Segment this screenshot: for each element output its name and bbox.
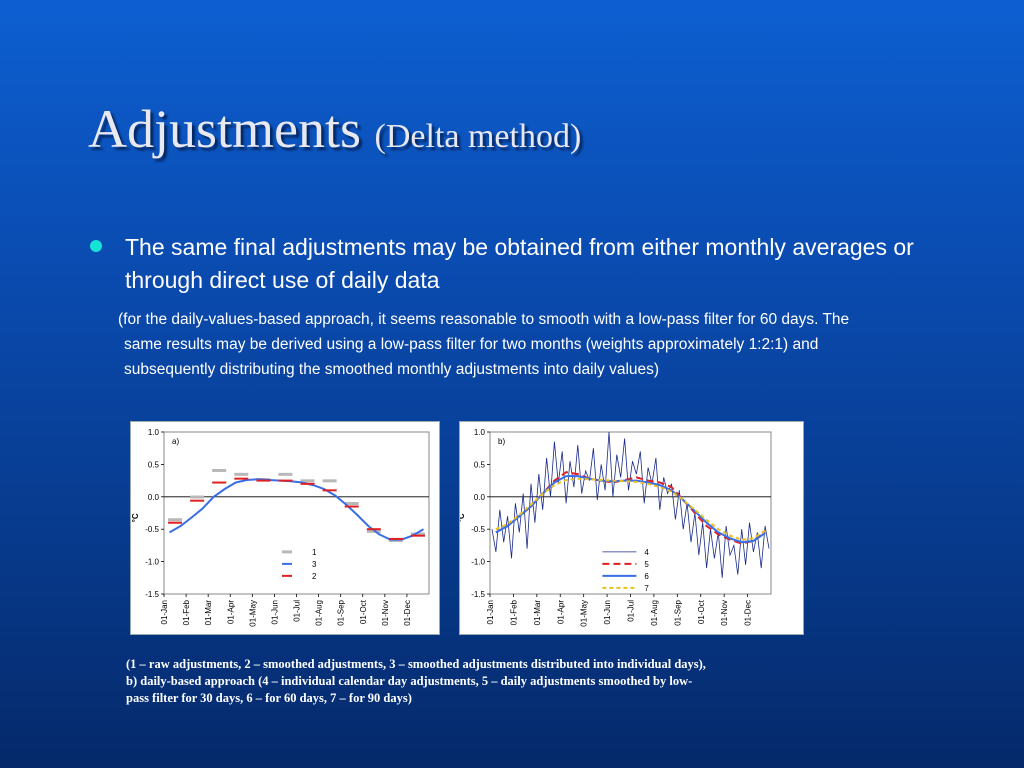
chart-a-series-3-line — [169, 478, 425, 541]
chart-b-ytick-label: 0.5 — [474, 460, 486, 469]
chart-b-xtick-label: 01-Jan — [486, 600, 495, 624]
chart-a-xtick-label: 01-Jun — [270, 600, 279, 624]
slide-title: Adjustments (Delta method) — [88, 98, 581, 160]
chart-a-xtick-label: 01-Jul — [293, 600, 302, 622]
chart-b-xtick-label: 01-Mar — [533, 600, 542, 626]
chart-a-ytick-label: 0.0 — [148, 493, 160, 502]
note-line-1: (for the daily-values-based approach, it… — [118, 311, 850, 328]
chart-a-xtick-label: 01-Oct — [359, 599, 368, 624]
bullet-text: The same final adjustments may be obtain… — [125, 234, 914, 293]
chart-a-xtick-label: 01-Nov — [381, 600, 390, 626]
chart-panel-a: 1.0 0.5 0.0 -0.5 -1.0 -1.5 01-Jan 01-Feb 01-Mar 0… — [130, 421, 440, 635]
chart-b-xtick-label: 01-Nov — [720, 600, 729, 626]
figure-caption: (1 – raw adjustments, 2 – smoothed adjus… — [126, 657, 706, 705]
chart-b-legend-label-5: 5 — [644, 560, 649, 569]
chart-b-xtick-label: 01-Apr — [556, 600, 565, 624]
chart-b-series-4-line — [491, 431, 770, 578]
chart-a-xtick-label: 01-May — [248, 600, 257, 627]
chart-b-xtick-label: 01-Feb — [509, 599, 518, 625]
chart-a-ytick-label: 1.0 — [148, 428, 160, 437]
chart-b-ytick-label: 0.0 — [474, 493, 486, 502]
chart-a-ytick-label: -1.5 — [145, 590, 159, 599]
chart-a-xtick-label: 01-Dec — [403, 600, 412, 626]
chart-panel-b: 1.0 0.5 0.0 -0.5 -1.0 -1.5 01-Jan 01-Feb 01-Mar 0… — [459, 421, 804, 635]
chart-a-legend-label-1: 1 — [312, 548, 317, 557]
chart-b-series-7-line — [495, 477, 766, 541]
chart-a-ytick-label: -1.0 — [145, 558, 159, 567]
chart-a-ytick-label: -0.5 — [145, 525, 159, 534]
chart-a-xtick-label: 01-Aug — [315, 600, 324, 626]
chart-a-svg: 1.0 0.5 0.0 -0.5 -1.0 -1.501-Jan 01-Feb 01-Mar 0… — [131, 428, 430, 627]
chart-b-xtick-label: 01-Dec — [744, 600, 753, 626]
bullet-dot-icon — [90, 240, 102, 252]
chart-b-xtick-label: 01-Jul — [627, 600, 636, 622]
chart-b-xtick-label: 01-Aug — [650, 600, 659, 626]
chart-a-xtick-label: 01-Jan — [160, 600, 169, 624]
chart-b-ytick-label: -1.0 — [471, 558, 485, 567]
chart-b-ytick-label: 1.0 — [474, 428, 486, 437]
chart-b-ytick-label: -0.5 — [471, 525, 485, 534]
note-line-2: same results may be derived using a low-… — [124, 336, 819, 353]
note-line-3: subsequently distributing the smoothed m… — [124, 361, 660, 378]
chart-a-ylabel: °C — [131, 513, 140, 522]
chart-b-legend-label-4: 4 — [644, 548, 649, 557]
chart-b-legend-label-6: 6 — [644, 572, 649, 581]
chart-b-plot-area — [489, 431, 772, 595]
note-text: (for the daily-values-based approach, it… — [118, 307, 948, 382]
chart-b-svg: 1.0 0.5 0.0 -0.5 -1.0 -1.501-Jan 01-Feb 01-Mar 0… — [460, 428, 772, 627]
chart-b-xtick-label: 01-May — [580, 600, 589, 627]
title-main: Adjustments — [88, 99, 362, 159]
chart-b-legend-label-7: 7 — [644, 584, 649, 593]
chart-b-xtick-label: 01-Jun — [603, 600, 612, 624]
chart-a-xtick-label: 01-Mar — [204, 600, 213, 626]
chart-b-xtick-label: 01-Sep — [673, 599, 682, 625]
chart-b-xtick-label: 01-Oct — [697, 599, 706, 624]
chart-b-ylabel: °C — [460, 513, 466, 522]
chart-a-legend-label-2: 2 — [312, 572, 317, 581]
chart-b-panel-label: b) — [498, 437, 505, 446]
chart-a-legend-label-3: 3 — [312, 560, 317, 569]
chart-a-xtick-label: 01-Apr — [226, 600, 235, 624]
chart-b-ytick-label: -1.5 — [471, 590, 485, 599]
chart-a-ytick-label: 0.5 — [148, 460, 160, 469]
title-sub: (Delta method) — [374, 118, 582, 155]
chart-a-xtick-label: 01-Sep — [337, 599, 346, 625]
chart-a-xtick-label: 01-Feb — [182, 599, 191, 625]
chart-a-plot-area — [163, 431, 430, 595]
chart-a-panel-label: a) — [172, 437, 179, 446]
